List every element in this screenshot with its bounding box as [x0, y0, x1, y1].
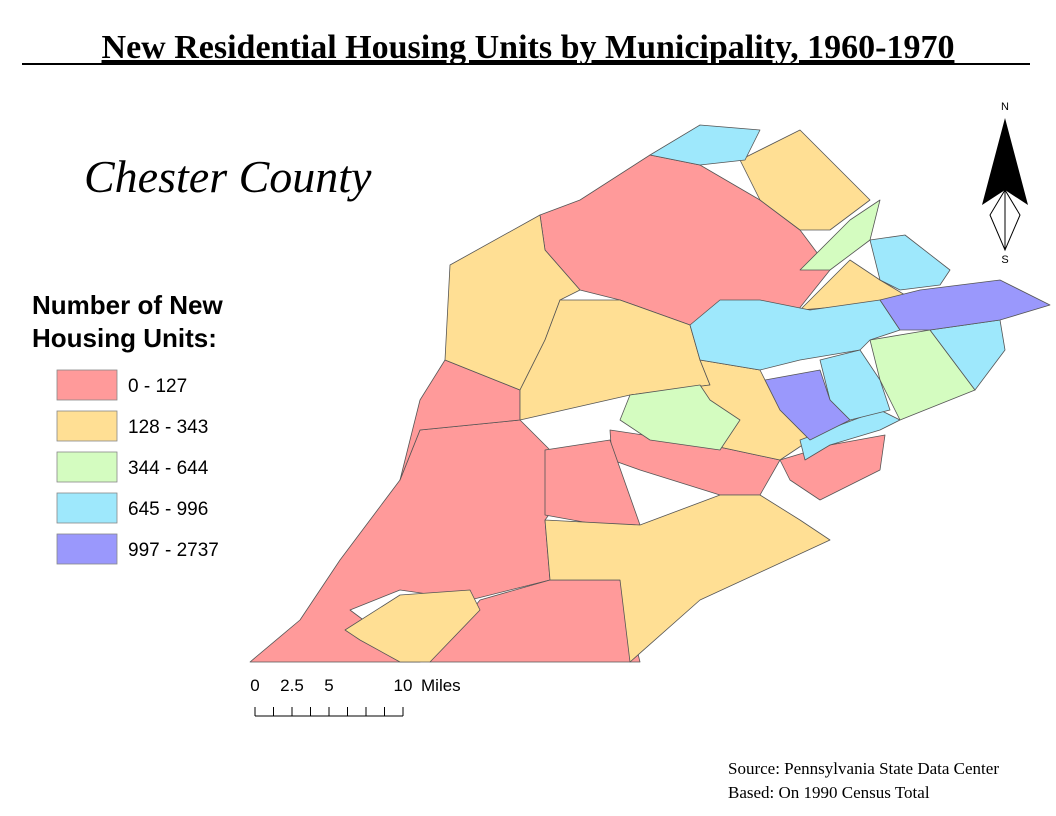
municipality [689, 299, 901, 371]
municipality [344, 589, 481, 663]
scale-label: 5 [324, 676, 333, 695]
municipality [739, 129, 871, 231]
municipality [649, 124, 761, 166]
legend-swatch [56, 410, 118, 442]
legend-title: Housing Units: [32, 323, 217, 353]
county-name: Chester County [84, 151, 372, 202]
scale-label: 0 [250, 676, 259, 695]
scale-label: 10 [394, 676, 413, 695]
municipality [869, 329, 976, 421]
legend-swatch [56, 533, 118, 565]
legend-label: 0 - 127 [128, 376, 187, 397]
arrow-head [982, 118, 1028, 205]
legend-label: 997 - 2737 [128, 540, 219, 561]
municipality [879, 279, 1051, 331]
county-map [249, 124, 1051, 663]
south-label: S [1001, 254, 1008, 266]
municipality [544, 494, 831, 663]
municipality [764, 369, 851, 441]
legend-items: 0 - 127 128 - 343 344 - 644 645 - 996 997 - … [56, 369, 219, 565]
scale-unit: Miles [421, 676, 461, 695]
map-title: New Residential Housing Units by Municip… [102, 29, 955, 66]
legend-swatch [56, 451, 118, 483]
north-arrow: N S [982, 101, 1028, 266]
legend-title: Number of New [32, 290, 223, 320]
arrow-tail [989, 189, 1021, 252]
source-line: Based: On 1990 Census Total [728, 783, 930, 802]
north-label: N [1001, 101, 1009, 113]
legend-swatch [56, 369, 118, 401]
legend-label: 645 - 996 [128, 499, 208, 520]
legend: Number of New Housing Units: 0 - 127 128 … [32, 290, 223, 565]
legend-swatch [56, 492, 118, 524]
municipality [869, 234, 951, 291]
source-line: Source: Pennsylvania State Data Center [728, 759, 999, 778]
legend-label: 128 - 343 [128, 417, 208, 438]
municipality [799, 199, 881, 271]
municipality [619, 384, 741, 451]
scale-label: 2.5 [280, 676, 304, 695]
scale-bar: 0 2.5 5 10 Miles [250, 676, 461, 717]
legend-label: 344 - 644 [128, 458, 209, 479]
